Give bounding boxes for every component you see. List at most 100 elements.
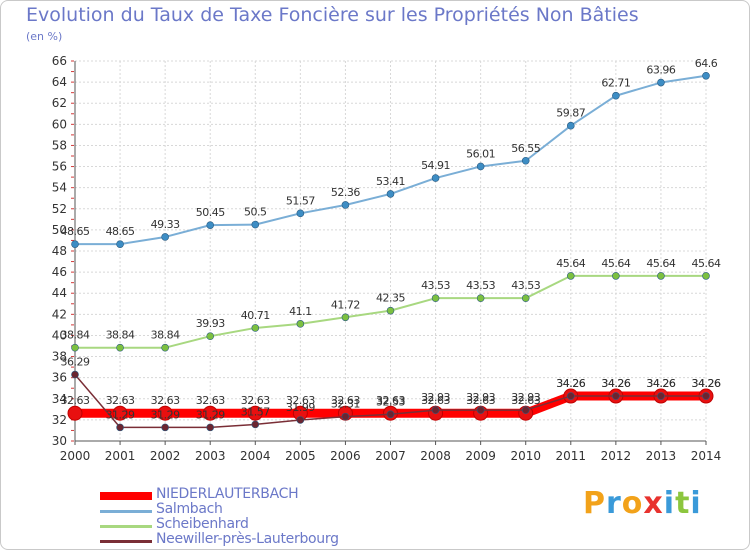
data-point-salmbach <box>116 240 124 248</box>
data-label-neewiller: 34.26 <box>601 377 630 390</box>
data-point-scheibenhard <box>566 272 575 280</box>
y-tick-label: 36 <box>52 371 67 385</box>
data-label-scheibenhard: 38.84 <box>61 329 90 342</box>
x-tick-label: 2009 <box>465 449 496 463</box>
x-tick-label: 2006 <box>330 449 361 463</box>
data-label-niederlauterbach: 32.63 <box>421 394 450 407</box>
data-label-niederlauterbach: 32.63 <box>151 394 180 407</box>
data-label-scheibenhard: 45.64 <box>556 257 585 270</box>
data-label-neewiller: 32.31 <box>331 398 360 411</box>
data-label-neewiller: 31.57 <box>241 405 270 418</box>
data-point-salmbach <box>702 71 710 80</box>
legend-swatch-scheibenhard <box>100 525 152 528</box>
data-label-salmbach: 50.5 <box>244 206 267 219</box>
data-label-scheibenhard: 42.35 <box>376 292 405 305</box>
data-point-neewiller <box>116 423 124 432</box>
data-point-neewiller <box>657 392 665 400</box>
logo-letter: o <box>621 486 644 521</box>
data-point-neewiller <box>476 406 485 414</box>
data-label-neewiller: 31.29 <box>106 408 135 421</box>
y-tick-label: 58 <box>52 138 67 152</box>
data-label-salmbach: 56.55 <box>511 142 540 155</box>
data-point-niederlauterbach <box>247 405 263 421</box>
data-point-scheibenhard <box>702 272 710 280</box>
data-point-scheibenhard <box>206 332 215 340</box>
data-label-neewiller: 32.53 <box>376 395 405 408</box>
logo-letter: r <box>606 486 622 521</box>
data-point-neewiller <box>71 370 79 379</box>
data-label-salmbach: 64.6 <box>695 57 718 70</box>
data-point-neewiller <box>206 423 215 432</box>
data-label-salmbach: 48.65 <box>106 225 135 238</box>
data-point-salmbach <box>657 78 665 87</box>
legend-swatch-neewiller <box>100 540 152 543</box>
data-label-salmbach: 49.33 <box>151 218 180 231</box>
data-label-neewiller: 31.29 <box>196 408 225 421</box>
data-point-salmbach <box>251 220 260 229</box>
data-label-salmbach: 51.57 <box>286 194 315 207</box>
y-tick-label: 44 <box>52 286 67 300</box>
y-tick-label: 50 <box>52 223 67 237</box>
data-point-scheibenhard <box>251 324 260 332</box>
data-point-scheibenhard <box>71 343 79 352</box>
x-tick-label: 2004 <box>240 449 271 463</box>
x-tick-label: 2003 <box>195 449 226 463</box>
data-point-scheibenhard <box>431 294 440 302</box>
data-label-salmbach: 56.01 <box>466 147 495 160</box>
data-label-salmbach: 63.96 <box>646 64 675 77</box>
data-label-scheibenhard: 41.1 <box>289 305 312 318</box>
data-label-niederlauterbach: 34.26 <box>556 377 585 390</box>
data-point-salmbach <box>566 121 575 130</box>
data-label-niederlauterbach: 34.26 <box>692 377 721 390</box>
legend-swatch-niederlauterbach <box>100 492 152 500</box>
logo-letter: x <box>643 486 664 521</box>
y-tick-label: 32 <box>52 413 67 427</box>
data-point-salmbach <box>386 190 395 198</box>
data-label-scheibenhard: 45.64 <box>601 257 630 270</box>
data-point-salmbach <box>612 91 620 100</box>
data-label-neewiller: 34.26 <box>556 377 585 390</box>
y-tick-label: 60 <box>52 117 67 131</box>
y-tick-label: 40 <box>52 328 67 342</box>
data-point-niederlauterbach <box>67 405 83 421</box>
data-label-niederlauterbach: 32.63 <box>511 394 540 407</box>
data-point-neewiller <box>702 392 710 400</box>
data-point-scheibenhard <box>116 343 124 352</box>
y-tick-label: 48 <box>52 244 67 258</box>
data-point-neewiller <box>341 412 350 421</box>
data-point-scheibenhard <box>521 294 530 302</box>
data-label-niederlauterbach: 32.63 <box>241 394 270 407</box>
data-point-neewiller <box>431 406 440 414</box>
x-tick-label: 2007 <box>375 449 406 463</box>
data-point-salmbach <box>476 162 485 171</box>
series-layer <box>67 71 714 432</box>
x-tick-label: 2014 <box>691 449 722 463</box>
y-tick-label: 42 <box>52 307 67 321</box>
logo-letter: P <box>583 486 606 521</box>
data-label-salmbach: 54.91 <box>421 159 450 172</box>
data-label-neewiller: 36.29 <box>61 356 90 369</box>
data-label-neewiller: 34.26 <box>692 377 721 390</box>
data-label-salmbach: 50.45 <box>196 206 225 219</box>
y-tick-label: 38 <box>52 350 67 364</box>
data-label-salmbach: 48.65 <box>61 225 90 238</box>
data-point-neewiller <box>296 416 305 424</box>
x-tick-label: 2010 <box>510 449 541 463</box>
data-point-scheibenhard <box>386 306 395 315</box>
x-tick-label: 2000 <box>60 449 91 463</box>
data-point-niederlauterbach <box>112 405 128 421</box>
chart-title: Evolution du Taux de Taxe Foncière sur l… <box>26 4 639 26</box>
x-tick-label: 2012 <box>601 449 632 463</box>
data-label-scheibenhard: 43.53 <box>466 279 495 292</box>
legend-label-neewiller: Neewiller-près-Lauterbourg <box>156 531 339 547</box>
data-label-niederlauterbach: 34.26 <box>646 377 675 390</box>
data-label-neewiller: 31.99 <box>286 401 315 414</box>
data-point-niederlauterbach <box>157 405 173 421</box>
proxiti-logo: Proxiti <box>583 486 702 521</box>
data-label-neewiller: 32.93 <box>466 391 495 404</box>
data-point-salmbach <box>296 209 305 218</box>
data-point-neewiller <box>566 392 575 400</box>
data-label-niederlauterbach: 32.63 <box>196 394 225 407</box>
data-label-scheibenhard: 41.72 <box>331 298 360 311</box>
